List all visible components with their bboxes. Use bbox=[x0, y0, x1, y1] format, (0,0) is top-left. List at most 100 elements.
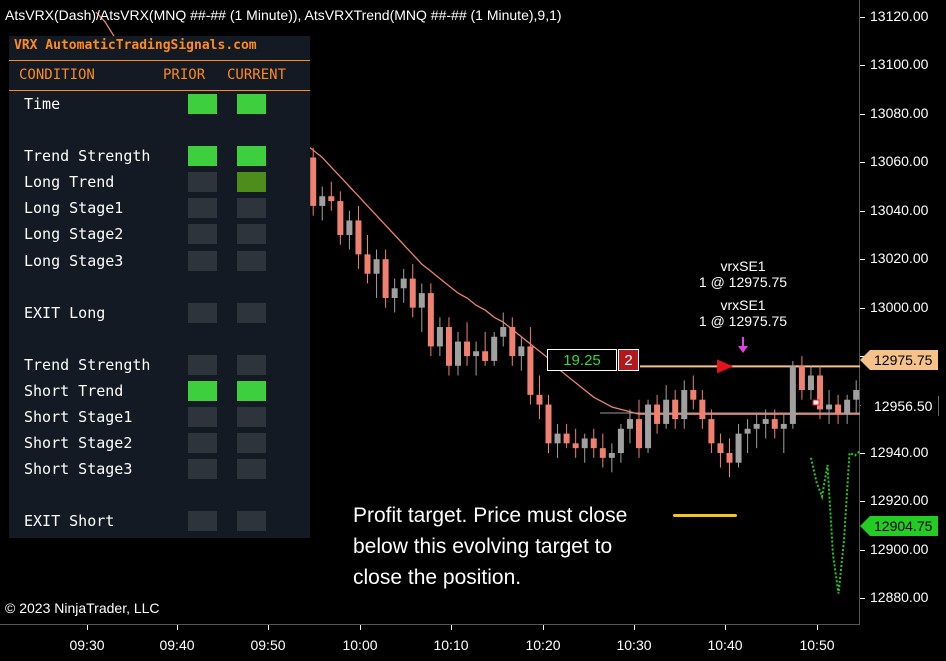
candle-body bbox=[672, 399, 679, 420]
price-tag[interactable]: 12904.75 bbox=[860, 516, 939, 536]
copyright-text: © 2023 NinjaTrader, LLC bbox=[5, 600, 160, 616]
candle-body bbox=[744, 428, 751, 434]
entry-arrow-icon bbox=[717, 359, 733, 374]
candle-body bbox=[807, 375, 814, 391]
candle-body bbox=[636, 419, 642, 449]
x-tick-label: 09:50 bbox=[250, 637, 286, 653]
annotation-line: below this evolving target to bbox=[353, 535, 613, 558]
candle-body bbox=[310, 157, 317, 206]
x-tick-mark bbox=[543, 625, 544, 630]
candle-body bbox=[445, 327, 452, 366]
current-indicator bbox=[237, 146, 266, 166]
candle-body bbox=[536, 394, 543, 405]
fill-name: vrxSE1 bbox=[720, 297, 766, 313]
candle-body bbox=[491, 336, 498, 361]
y-tick-label: 13040.00 bbox=[870, 201, 929, 218]
x-tick-label: 10:30 bbox=[616, 637, 652, 653]
candle-body bbox=[663, 399, 670, 424]
candle-body bbox=[844, 399, 851, 415]
candle-body bbox=[337, 201, 344, 235]
candle-body bbox=[699, 399, 706, 420]
candle-body bbox=[590, 438, 597, 449]
candle-body bbox=[418, 293, 425, 308]
prior-indicator bbox=[188, 94, 217, 114]
candle-body bbox=[500, 327, 507, 337]
candle-body bbox=[455, 341, 461, 366]
current-indicator bbox=[237, 303, 266, 323]
x-tick-mark bbox=[817, 625, 818, 630]
x-tick-label: 10:20 bbox=[525, 637, 561, 653]
condition-label: Long Trend bbox=[24, 173, 115, 191]
candle-body bbox=[409, 278, 416, 308]
condition-label: Trend Strength bbox=[24, 356, 151, 374]
x-tick-label: 09:30 bbox=[69, 637, 105, 653]
candle-body bbox=[780, 423, 787, 429]
candle-body bbox=[645, 404, 652, 449]
candle-body bbox=[817, 375, 823, 410]
position-quantity[interactable]: 2 bbox=[618, 349, 639, 371]
candle-body bbox=[654, 404, 661, 424]
current-bar-marker bbox=[812, 399, 820, 406]
candle-body bbox=[527, 346, 534, 395]
candle-body bbox=[581, 438, 588, 449]
panel-divider bbox=[9, 60, 310, 61]
position-pnl[interactable]: 19.25 bbox=[547, 349, 617, 371]
prior-indicator bbox=[188, 407, 217, 427]
candle-body bbox=[717, 443, 724, 454]
chart-area[interactable]: AtsVRX(Dash)/AtsVRX(MNQ ##-## (1 Minute)… bbox=[0, 0, 860, 625]
y-tick-mark bbox=[860, 501, 865, 503]
prior-indicator bbox=[188, 511, 217, 531]
x-tick-label: 10:10 bbox=[433, 637, 469, 653]
current-indicator bbox=[237, 94, 266, 114]
y-tick-mark bbox=[860, 16, 865, 18]
candle-body bbox=[554, 433, 561, 444]
y-tick-mark bbox=[860, 307, 865, 309]
prior-indicator bbox=[188, 172, 217, 192]
header-current: CURRENT bbox=[227, 67, 287, 83]
y-tick-label: 13000.00 bbox=[870, 298, 929, 315]
candle-body bbox=[753, 423, 760, 429]
candle-body bbox=[798, 365, 805, 391]
current-indicator bbox=[237, 198, 266, 218]
fill-detail: 1 @ 12975.75 bbox=[698, 274, 788, 290]
time-axis[interactable]: 09:30 09:40 09:50 10:00 10:10 10:20 10:30 10:40… bbox=[0, 625, 860, 661]
y-tick-label: 13020.00 bbox=[870, 250, 929, 267]
y-tick-mark bbox=[860, 65, 865, 67]
price-tag[interactable]: 12975.75 bbox=[860, 350, 939, 370]
candle-body bbox=[364, 254, 371, 274]
fill-detail: 1 @ 12975.75 bbox=[698, 313, 788, 329]
y-tick-mark bbox=[860, 453, 865, 454]
prior-indicator bbox=[188, 355, 217, 375]
candle-body bbox=[400, 278, 407, 289]
current-indicator bbox=[237, 355, 266, 375]
current-indicator bbox=[237, 511, 266, 531]
prior-indicator bbox=[188, 381, 217, 401]
x-tick-mark bbox=[634, 625, 635, 630]
candle-body bbox=[319, 196, 326, 206]
y-tick-mark bbox=[860, 598, 865, 600]
candle-body bbox=[518, 346, 525, 357]
x-tick-label: 10:50 bbox=[799, 637, 835, 653]
condition-label: Short Stage1 bbox=[24, 408, 133, 426]
prior-indicator bbox=[188, 198, 217, 218]
condition-label: Short Stage2 bbox=[24, 434, 133, 452]
candle-body bbox=[473, 351, 480, 357]
candle-body bbox=[835, 404, 842, 415]
x-tick-mark bbox=[87, 625, 88, 630]
panel-divider bbox=[9, 90, 310, 91]
y-tick-label: 13100.00 bbox=[870, 56, 929, 73]
current-indicator bbox=[237, 407, 266, 427]
current-indicator bbox=[237, 172, 266, 192]
candle-body bbox=[427, 293, 434, 347]
y-tick-mark bbox=[860, 549, 865, 551]
price-tag[interactable]: 12956.50 bbox=[860, 396, 939, 416]
condition-label: EXIT Long bbox=[24, 304, 106, 322]
chart-title: AtsVRX(Dash)/AtsVRX(MNQ ##-## (1 Minute)… bbox=[5, 7, 562, 23]
y-tick-label: 13060.00 bbox=[870, 153, 929, 170]
condition-label: Long Stage1 bbox=[24, 199, 124, 217]
candle-body bbox=[617, 428, 624, 454]
price-axis[interactable]: 13120.00 13100.00 13080.00 13060.00 13040.00… bbox=[860, 0, 946, 625]
current-indicator bbox=[237, 433, 266, 453]
candle-body bbox=[436, 327, 443, 347]
y-tick-label: 13120.00 bbox=[870, 7, 929, 24]
